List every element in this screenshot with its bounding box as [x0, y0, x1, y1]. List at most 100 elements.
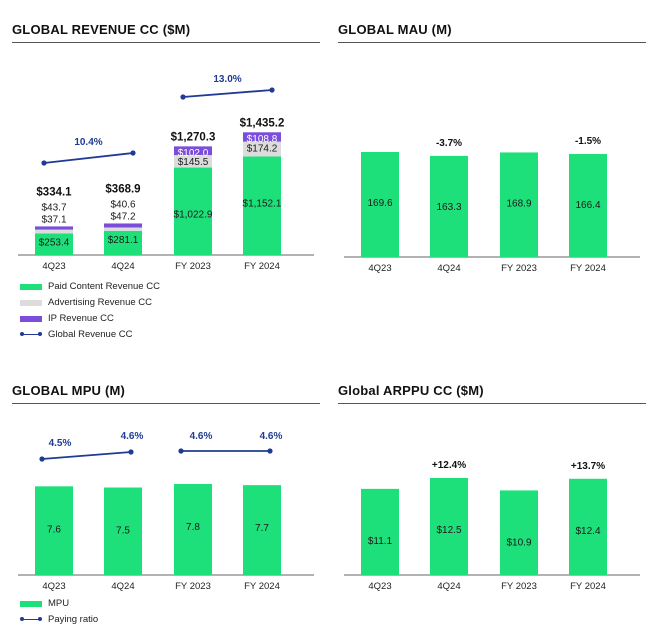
bar [500, 152, 538, 257]
x-tick-label: FY 2023 [175, 581, 211, 592]
x-tick-label: 4Q23 [368, 263, 391, 274]
growth-line [43, 152, 134, 164]
bar-segment [35, 226, 73, 230]
x-tick-label: 4Q24 [437, 581, 460, 592]
bar-value-label: $11.1 [368, 536, 393, 547]
paying-ratio-label: 4.6% [260, 431, 283, 442]
mau-title-rule [338, 42, 646, 43]
x-tick-label: FY 2024 [570, 263, 606, 274]
bar [174, 484, 212, 575]
total-value-label: $368.9 [105, 183, 140, 195]
bar [361, 152, 399, 257]
legend-dot-paying-ratio-left [20, 617, 24, 621]
growth-line-dot [130, 150, 136, 156]
paid-value-label: $281.1 [108, 235, 139, 246]
paying-ratio-dot [267, 448, 273, 454]
revenue-chart: 4Q23 4Q24 FY 2023 FY 2024 $253.4 $37.1$43.7 $3… [18, 74, 314, 272]
mau-chart: 4Q23 4Q24 FY 2023 FY 2024 169.6 163.3 168.9 166… [344, 136, 640, 274]
growth-label: 10.4% [74, 137, 102, 148]
revenue-legend: Paid Content Revenue CC Advertising Reve… [20, 281, 220, 351]
legend-dot-paying-ratio-right [38, 617, 42, 621]
total-value-label: $334.1 [36, 186, 72, 198]
bar [430, 478, 468, 575]
legend-swatch-advertising [20, 300, 42, 306]
bar [104, 487, 142, 575]
x-tick-label: FY 2023 [501, 581, 537, 592]
paying-ratio-label: 4.6% [121, 431, 144, 442]
mau-panel: GLOBAL MAU (M) 4Q23 4Q24 FY 2023 FY 2024 169… [338, 22, 646, 292]
bar-segment [174, 155, 212, 168]
bar-value-label: 166.4 [575, 200, 600, 211]
ip-value-label: $47.2 [110, 211, 135, 222]
bar-value-label: $12.4 [575, 526, 600, 537]
bar-value-label: $12.5 [436, 525, 461, 536]
bar-value-label: 7.5 [116, 526, 130, 537]
paid-value-label: $1,152.1 [243, 198, 282, 209]
legend-dot-global-revenue-right [38, 332, 42, 336]
x-tick-label: 4Q24 [111, 261, 134, 272]
x-tick-label: 4Q24 [437, 263, 460, 274]
mpu-chart: 4Q23 4Q24 FY 2023 FY 2024 7.6 7.5 7.8 7.7 4.5% 4.… [18, 431, 314, 592]
bar [500, 490, 538, 575]
x-tick-label: 4Q23 [42, 581, 65, 592]
x-tick-label: FY 2024 [570, 581, 606, 592]
bar-value-label: 169.6 [367, 198, 392, 209]
legend-label-paid: Paid Content Revenue CC [48, 281, 160, 292]
mpu-title-rule [12, 403, 320, 404]
x-tick-label: 4Q23 [42, 261, 65, 272]
legend-label-paying-ratio: Paying ratio [48, 614, 99, 625]
paid-value-label: $253.4 [39, 237, 70, 248]
mpu-legend: MPU Paying ratio [20, 598, 180, 628]
ip-value-label: $102.0 [178, 148, 209, 159]
bar-value-label: 168.9 [506, 198, 531, 209]
legend-line-global-revenue [21, 334, 41, 335]
bar-segment [243, 132, 281, 142]
bar-value-label: 7.8 [186, 522, 200, 533]
legend-label-ip: IP Revenue CC [48, 313, 114, 324]
revenue-title-rule [12, 42, 320, 43]
growth-line-dot [269, 87, 275, 93]
legend-dot-global-revenue-left [20, 332, 24, 336]
change-label: -3.7% [436, 138, 462, 149]
bar-segment [35, 229, 73, 234]
advertising-value-label: $174.2 [247, 144, 278, 155]
arppu-title: Global ARPPU CC ($M) [338, 383, 484, 398]
legend-line-paying-ratio [21, 619, 41, 620]
bar-value-label: 7.7 [255, 523, 269, 534]
growth-line [182, 89, 273, 98]
revenue-title: GLOBAL REVENUE CC ($M) [12, 22, 191, 37]
revenue-panel: GLOBAL REVENUE CC ($M) 4Q23 4Q24 FY 2023 FY… [12, 22, 320, 352]
bar-segment [35, 233, 73, 255]
bar [569, 478, 607, 575]
legend-swatch-ip [20, 316, 42, 322]
paying-ratio-line [41, 451, 132, 460]
bar-segment [104, 230, 142, 255]
change-label: -1.5% [575, 136, 601, 147]
arppu-title-rule [338, 403, 646, 404]
legend-label-advertising: Advertising Revenue CC [48, 297, 153, 308]
advertising-value-label: $40.6 [110, 199, 135, 210]
mpu-title: GLOBAL MPU (M) [12, 383, 126, 398]
x-tick-label: FY 2024 [244, 261, 280, 272]
bar [569, 153, 607, 257]
bar-value-label: $10.9 [506, 537, 531, 548]
bar-segment [104, 227, 142, 231]
mau-title: GLOBAL MAU (M) [338, 22, 452, 37]
paying-ratio-dot [178, 448, 184, 454]
change-label: +13.7% [571, 461, 605, 472]
bar [430, 155, 468, 257]
paid-value-label: $1,022.9 [174, 210, 213, 221]
growth-line-dot [41, 160, 47, 166]
advertising-value-label: $145.5 [178, 157, 209, 168]
bar-segment [243, 141, 281, 157]
bar-segment [174, 167, 212, 255]
bar-segment [243, 156, 281, 255]
arppu-chart: 4Q23 4Q24 FY 2023 FY 2024 $11.1 $12.5 $10.9 $12… [344, 460, 640, 592]
advertising-value-label: $43.7 [41, 202, 66, 213]
x-tick-label: FY 2023 [501, 263, 537, 274]
bar-segment [174, 146, 212, 156]
bar [243, 485, 281, 575]
change-label: +12.4% [432, 460, 466, 471]
legend-label-mpu: MPU [48, 598, 70, 609]
paying-ratio-dot [128, 449, 134, 455]
